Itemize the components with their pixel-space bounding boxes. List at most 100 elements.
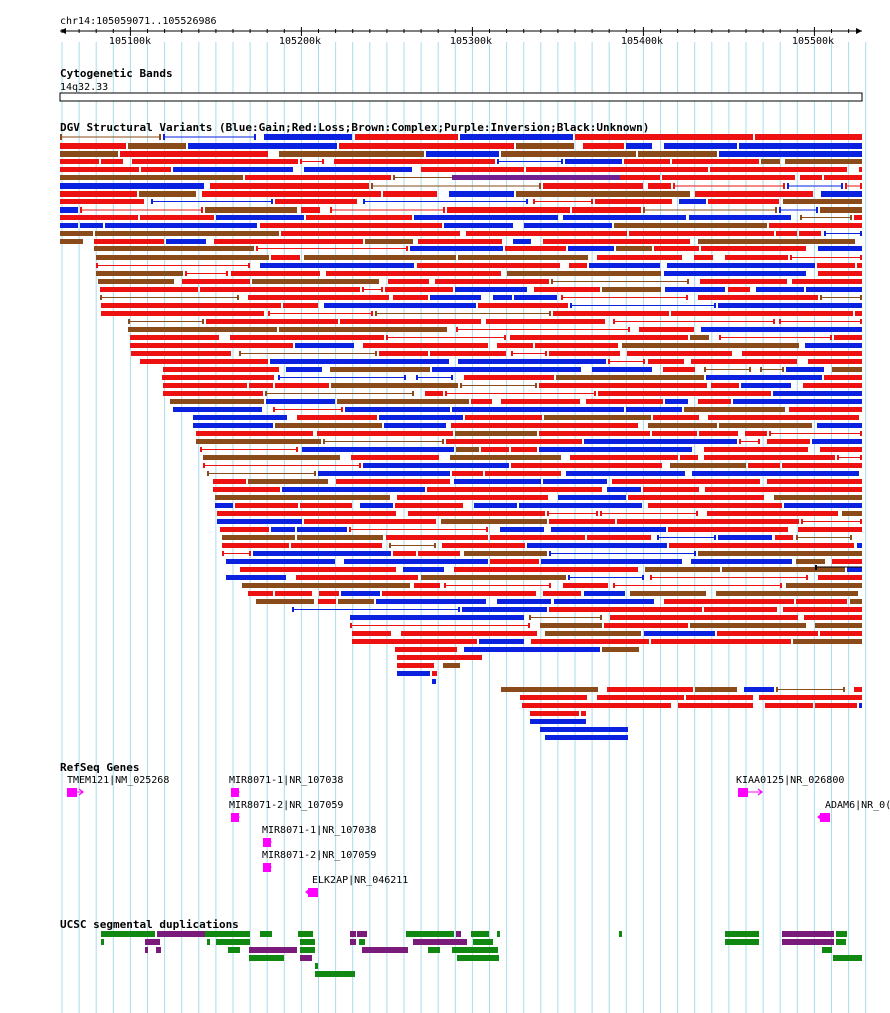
dgv-variant[interactable] xyxy=(363,343,488,348)
dgv-variant[interactable] xyxy=(554,599,654,604)
dgv-variant[interactable] xyxy=(539,447,692,452)
dgv-variant[interactable] xyxy=(388,279,429,284)
dgv-variant[interactable] xyxy=(584,439,737,444)
dgv-variant[interactable] xyxy=(543,239,690,244)
dgv-variant[interactable] xyxy=(435,279,549,284)
dgv-variant[interactable] xyxy=(200,287,360,292)
dgv-variant[interactable] xyxy=(767,439,810,444)
dgv-variant-end[interactable] xyxy=(796,535,798,540)
dgv-variant-end[interactable] xyxy=(860,431,862,436)
dgv-variant[interactable] xyxy=(539,383,707,388)
dgv-variant[interactable] xyxy=(690,335,709,340)
dgv-variant-end[interactable] xyxy=(100,295,102,300)
dgv-variant[interactable] xyxy=(544,415,651,420)
dgv-variant[interactable] xyxy=(60,143,126,149)
segdup-feature[interactable] xyxy=(101,931,155,937)
dgv-variant[interactable] xyxy=(410,246,503,251)
dgv-variant[interactable] xyxy=(664,599,794,604)
dgv-variant[interactable] xyxy=(796,559,825,564)
dgv-variant-end[interactable] xyxy=(268,311,270,316)
segdup-feature[interactable] xyxy=(300,939,315,945)
dgv-variant[interactable] xyxy=(450,455,561,460)
dgv-variant-end[interactable] xyxy=(226,271,228,276)
dgv-variant[interactable] xyxy=(638,151,717,157)
dgv-variant[interactable] xyxy=(226,559,335,564)
dgv-variant-end[interactable] xyxy=(207,471,209,476)
dgv-variant[interactable] xyxy=(742,351,862,356)
dgv-variant[interactable] xyxy=(644,631,715,636)
dgv-variant-end[interactable] xyxy=(237,295,239,300)
dgv-variant[interactable] xyxy=(793,639,862,644)
dgv-variant-end[interactable] xyxy=(860,183,862,189)
dgv-variant[interactable] xyxy=(524,223,612,228)
dgv-variant[interactable] xyxy=(355,134,458,140)
dgv-variant[interactable] xyxy=(222,535,295,540)
dgv-variant[interactable] xyxy=(128,143,186,149)
dgv-variant[interactable] xyxy=(549,519,615,524)
dgv-variant[interactable] xyxy=(653,415,699,420)
dgv-variant[interactable] xyxy=(520,695,587,700)
dgv-variant[interactable] xyxy=(60,167,139,172)
dgv-variant[interactable] xyxy=(401,631,537,636)
dgv-variant[interactable] xyxy=(300,503,352,508)
dgv-variant-end[interactable] xyxy=(371,183,373,189)
dgv-variant-end[interactable] xyxy=(535,383,537,388)
segdup-feature[interactable] xyxy=(833,955,862,961)
dgv-variant-end[interactable] xyxy=(780,583,782,588)
dgv-variant[interactable] xyxy=(820,447,862,452)
segdup-feature[interactable] xyxy=(406,931,454,937)
dgv-variant[interactable] xyxy=(718,535,772,540)
dgv-variant-end[interactable] xyxy=(739,439,741,444)
refseq-gene[interactable]: MIR8071-1|NR_107038 xyxy=(229,775,343,797)
dgv-variant[interactable] xyxy=(773,391,862,396)
dgv-variant[interactable] xyxy=(336,479,450,484)
dgv-variant[interactable] xyxy=(490,559,539,564)
refseq-gene[interactable]: KIAA0125|NR_026800 xyxy=(736,775,844,797)
dgv-variant-end[interactable] xyxy=(775,207,777,213)
segdup-feature[interactable] xyxy=(207,939,210,945)
segdup-feature[interactable] xyxy=(428,947,440,953)
dgv-variant-end[interactable] xyxy=(758,439,760,444)
dgv-variant[interactable] xyxy=(318,599,336,604)
dgv-variant[interactable] xyxy=(235,503,298,508)
dgv-variant-end[interactable] xyxy=(568,575,570,580)
dgv-variant[interactable] xyxy=(704,447,808,452)
dgv-variant[interactable] xyxy=(708,415,859,420)
dgv-variant[interactable] xyxy=(120,151,268,157)
dgv-variant[interactable] xyxy=(563,215,686,220)
dgv-variant[interactable] xyxy=(824,175,862,180)
dgv-variant[interactable] xyxy=(692,471,859,476)
dgv-variant-end[interactable] xyxy=(760,367,762,372)
refseq-gene[interactable]: MIR8071-1|NR_107038 xyxy=(262,825,376,847)
dgv-variant-end[interactable] xyxy=(608,359,610,364)
dgv-variant[interactable] xyxy=(755,134,862,140)
segdup-feature[interactable] xyxy=(157,931,205,937)
dgv-variant[interactable] xyxy=(501,151,636,157)
dgv-variant-end[interactable] xyxy=(239,351,241,356)
dgv-variant[interactable] xyxy=(854,215,862,220)
dgv-variant[interactable] xyxy=(417,263,560,268)
dgv-variant-end[interactable] xyxy=(696,511,698,516)
dgv-variant-end[interactable] xyxy=(600,615,602,620)
dgv-variant[interactable] xyxy=(668,527,788,532)
dgv-variant[interactable] xyxy=(222,543,289,548)
dgv-variant[interactable] xyxy=(465,415,542,420)
dgv-variant[interactable] xyxy=(96,271,183,276)
dgv-variant[interactable] xyxy=(602,287,661,292)
dgv-variant-end[interactable] xyxy=(300,159,302,164)
dgv-variant[interactable] xyxy=(458,359,606,364)
dgv-variant[interactable] xyxy=(500,527,544,532)
dgv-variant[interactable] xyxy=(271,255,300,260)
dgv-variant[interactable] xyxy=(648,359,684,364)
dgv-variant-end[interactable] xyxy=(714,535,716,540)
dgv-variant-end[interactable] xyxy=(381,287,383,292)
dgv-variant-end[interactable] xyxy=(393,175,395,180)
dgv-variant[interactable] xyxy=(101,159,123,164)
dgv-variant[interactable] xyxy=(513,239,531,244)
dgv-variant-end[interactable] xyxy=(416,375,418,380)
segdup-feature[interactable] xyxy=(782,931,834,937)
dgv-variant-end[interactable] xyxy=(545,351,547,356)
dgv-variant[interactable] xyxy=(379,415,463,420)
dgv-variant[interactable] xyxy=(575,134,753,140)
dgv-variant[interactable] xyxy=(94,246,254,251)
